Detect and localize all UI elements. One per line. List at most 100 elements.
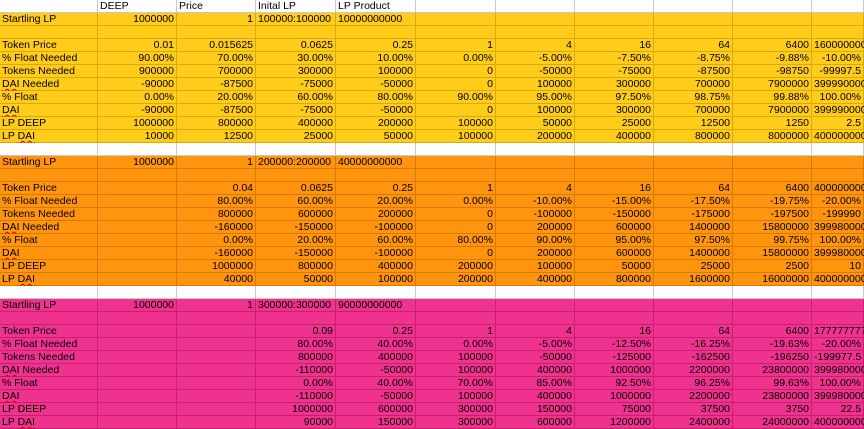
data-cell[interactable]: -50000 (336, 364, 416, 377)
row-label[interactable]: LP DEEP (0, 260, 98, 273)
data-cell[interactable]: -197500 (733, 208, 812, 221)
data-cell[interactable]: -87500 (177, 78, 256, 91)
data-cell[interactable]: 200000 (496, 247, 575, 260)
data-cell[interactable] (98, 273, 177, 286)
data-cell[interactable]: -98750 (733, 65, 812, 78)
data-cell[interactable]: 600000 (336, 403, 416, 416)
data-cell[interactable]: 1400000 (654, 221, 733, 234)
data-cell[interactable]: 50000 (575, 260, 654, 273)
data-cell[interactable]: -20.00% (812, 338, 864, 351)
empty-cell[interactable] (256, 286, 336, 299)
empty-cell[interactable] (733, 169, 812, 182)
data-cell[interactable]: -87500 (177, 104, 256, 117)
data-cell[interactable]: 200000 (496, 130, 575, 143)
empty-cell[interactable] (654, 143, 733, 156)
data-cell[interactable]: 0.04 (177, 182, 256, 195)
startling-initial-lp-cell[interactable]: 300000:300000 (256, 299, 336, 312)
data-cell[interactable]: 24000000 (733, 416, 812, 429)
data-cell[interactable]: -199977.5 (812, 351, 864, 364)
empty-cell[interactable] (256, 312, 336, 325)
data-cell[interactable]: 70.00% (177, 52, 256, 65)
data-cell[interactable]: -50000 (496, 65, 575, 78)
data-cell[interactable]: 80.00% (177, 195, 256, 208)
data-cell[interactable]: -160000 (177, 221, 256, 234)
data-cell[interactable]: 90.00% (416, 91, 496, 104)
data-cell[interactable]: 100000 (416, 390, 496, 403)
empty-cell[interactable] (256, 143, 336, 156)
data-cell[interactable]: 90.00% (98, 52, 177, 65)
data-cell[interactable]: -50000 (336, 78, 416, 91)
row-label[interactable]: Tokens Needed (0, 351, 98, 364)
empty-cell[interactable] (575, 286, 654, 299)
data-cell[interactable]: -160000 (177, 247, 256, 260)
empty-cell[interactable] (812, 143, 864, 156)
empty-cell[interactable] (575, 169, 654, 182)
empty-cell[interactable] (98, 26, 177, 39)
data-cell[interactable]: 100000 (416, 364, 496, 377)
empty-cell[interactable] (496, 13, 575, 26)
data-cell[interactable]: 800000 (177, 208, 256, 221)
data-cell[interactable]: 1000000 (256, 403, 336, 416)
row-label[interactable]: % Float Needed (0, 195, 98, 208)
data-cell[interactable]: 300000 (575, 78, 654, 91)
empty-cell[interactable] (0, 286, 98, 299)
startling-price-cell[interactable]: 1 (177, 156, 256, 169)
empty-cell[interactable] (733, 312, 812, 325)
data-cell[interactable]: -50000 (336, 104, 416, 117)
data-cell[interactable]: 700000 (654, 104, 733, 117)
row-label[interactable]: DAI (0, 390, 98, 403)
data-cell[interactable]: 4 (496, 39, 575, 52)
empty-cell[interactable] (812, 156, 864, 169)
data-cell[interactable]: 800000 (256, 351, 336, 364)
data-cell[interactable]: 99.75% (733, 234, 812, 247)
data-cell[interactable]: 0 (416, 247, 496, 260)
empty-cell[interactable] (575, 26, 654, 39)
data-cell[interactable]: -175000 (654, 208, 733, 221)
empty-cell[interactable] (733, 143, 812, 156)
empty-cell[interactable] (177, 26, 256, 39)
empty-cell[interactable] (496, 299, 575, 312)
data-cell[interactable]: 0 (416, 78, 496, 91)
empty-cell[interactable] (812, 169, 864, 182)
data-cell[interactable]: 25000 (654, 260, 733, 273)
row-label[interactable]: % Float (0, 91, 98, 104)
data-cell[interactable] (177, 338, 256, 351)
row-label[interactable]: LP DEEP (0, 117, 98, 130)
data-cell[interactable]: 22.5 (812, 403, 864, 416)
data-cell[interactable]: 300000 (575, 104, 654, 117)
empty-cell[interactable] (98, 169, 177, 182)
data-cell[interactable]: 200000 (336, 117, 416, 130)
data-cell[interactable]: 12500 (177, 130, 256, 143)
data-cell[interactable]: 200000 (416, 260, 496, 273)
empty-cell[interactable] (416, 26, 496, 39)
empty-cell[interactable] (98, 286, 177, 299)
empty-cell[interactable] (733, 26, 812, 39)
data-cell[interactable]: 400000 (336, 260, 416, 273)
data-cell[interactable]: 90000 (256, 416, 336, 429)
data-cell[interactable] (98, 364, 177, 377)
data-cell[interactable]: 70.00% (416, 377, 496, 390)
data-cell[interactable]: 300000 (256, 65, 336, 78)
data-cell[interactable]: 16 (575, 39, 654, 52)
empty-cell[interactable] (0, 143, 98, 156)
data-cell[interactable]: 0 (416, 65, 496, 78)
empty-cell[interactable] (654, 13, 733, 26)
startling-price-cell[interactable]: 1 (177, 299, 256, 312)
data-cell[interactable]: -17.50% (654, 195, 733, 208)
startling-initial-lp-cell[interactable]: 200000:200000 (256, 156, 336, 169)
data-cell[interactable]: -99997.5 (812, 65, 864, 78)
data-cell[interactable]: -90000 (98, 78, 177, 91)
empty-cell[interactable] (416, 143, 496, 156)
column-header-lp-product[interactable]: LP Product (336, 0, 416, 13)
data-cell[interactable]: 300000 (416, 403, 496, 416)
data-cell[interactable]: -5.00% (496, 52, 575, 65)
data-cell[interactable]: 2500 (733, 260, 812, 273)
data-cell[interactable] (98, 325, 177, 338)
data-cell[interactable]: 3999800000 (812, 390, 864, 403)
data-cell[interactable]: 3999800000 (812, 221, 864, 234)
data-cell[interactable]: 0.0625 (256, 182, 336, 195)
data-cell[interactable]: -100000 (336, 221, 416, 234)
data-cell[interactable]: 23800000 (733, 364, 812, 377)
data-cell[interactable]: 0.00% (98, 91, 177, 104)
data-cell[interactable]: 10 (812, 260, 864, 273)
